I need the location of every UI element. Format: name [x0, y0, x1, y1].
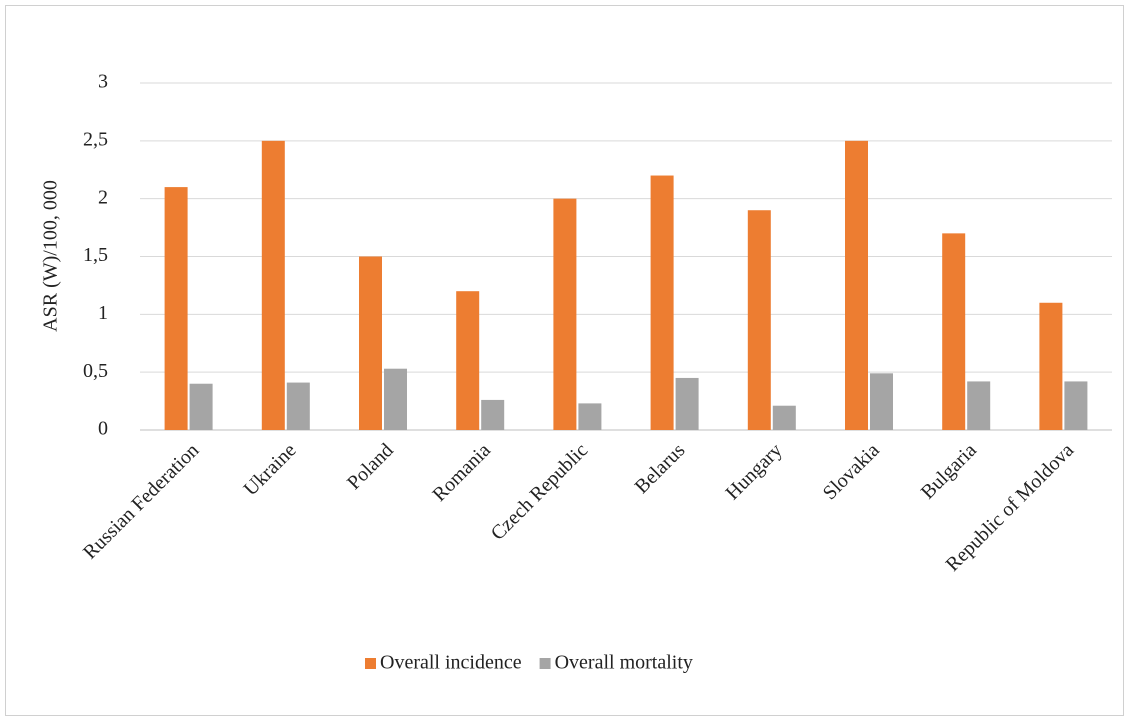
y-tick-label: 2,5	[83, 128, 108, 150]
bar	[553, 198, 577, 430]
bar	[481, 399, 505, 430]
y-tick-label: 0,5	[83, 360, 108, 382]
bar	[967, 381, 991, 430]
bar	[675, 377, 699, 430]
legend-swatch	[539, 658, 551, 669]
bar	[189, 383, 213, 430]
bar	[772, 405, 796, 430]
bar	[942, 233, 966, 430]
y-tick-label: 3	[98, 71, 108, 93]
legend-label: Overall mortality	[555, 652, 693, 674]
bar	[747, 210, 771, 430]
bar	[261, 140, 285, 431]
bar	[650, 175, 674, 430]
y-axis-label: ASR (W)/100, 000	[40, 180, 62, 332]
bar	[384, 368, 407, 430]
y-tick-label: 1	[98, 302, 108, 324]
bar	[359, 256, 382, 430]
bar	[286, 382, 310, 430]
bar	[456, 291, 480, 430]
bar	[845, 140, 868, 431]
y-tick-label: 2	[98, 186, 108, 208]
y-tick-label: 0	[98, 418, 108, 440]
y-tick-label: 1,5	[83, 244, 108, 266]
bar	[1064, 381, 1088, 430]
legend-label: Overall incidence	[380, 652, 522, 674]
bar	[578, 403, 602, 430]
bar	[870, 373, 893, 430]
legend-swatch	[365, 658, 376, 669]
bar	[164, 187, 188, 430]
bar	[1039, 302, 1063, 430]
